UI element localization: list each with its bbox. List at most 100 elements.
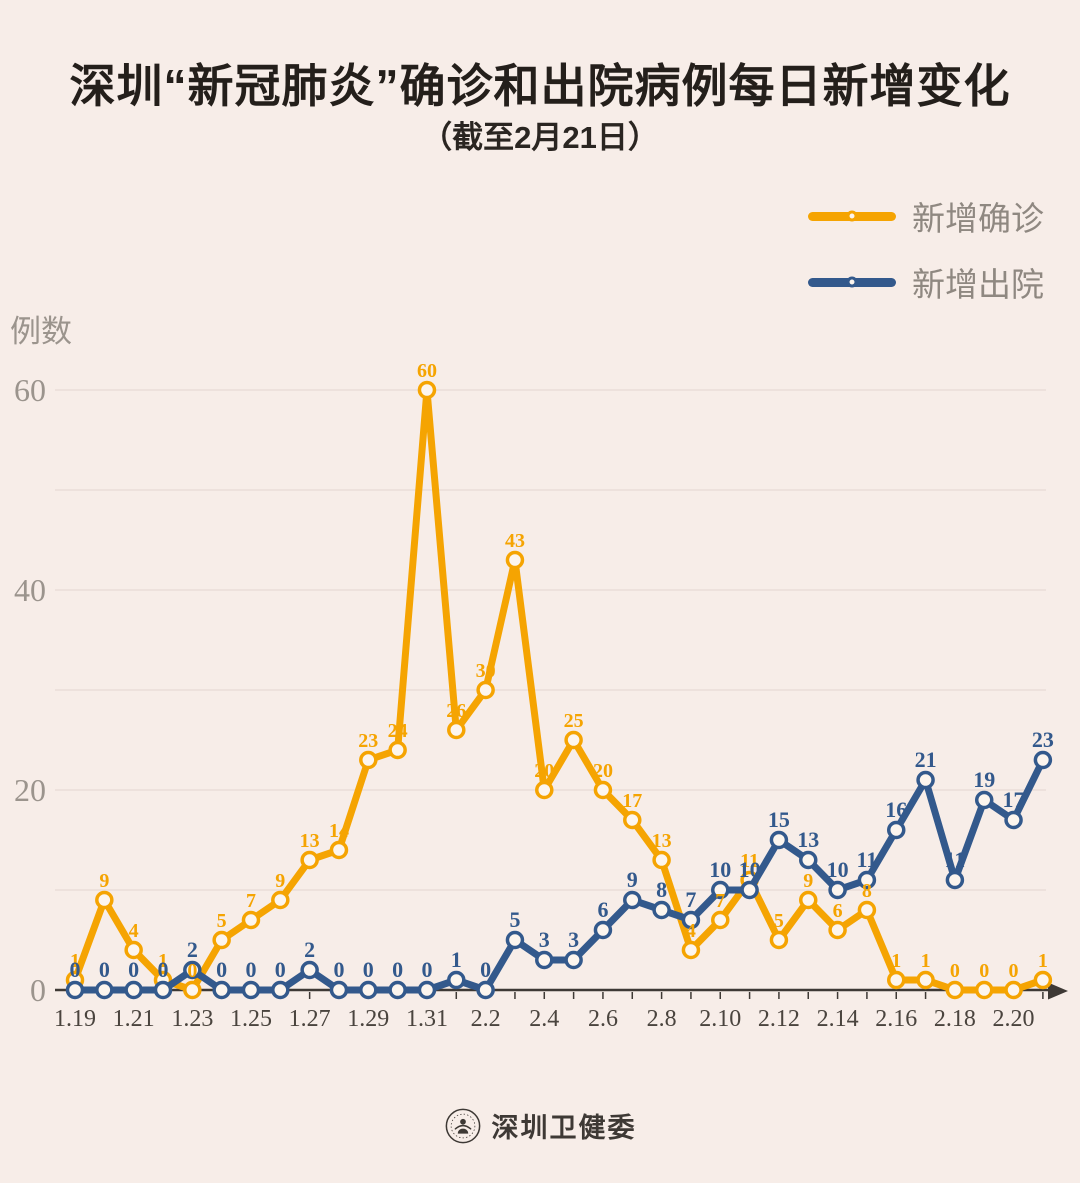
discharged-data-point (740, 880, 759, 900)
confirmed-data-point (505, 550, 525, 570)
confirmed-value-label: 30 (476, 660, 496, 682)
confirmed-value-label: 4 (129, 920, 139, 942)
confirmed-value-label: 6 (833, 900, 843, 922)
discharged-data-point (564, 950, 583, 970)
confirmed-value-label: 0 (979, 960, 989, 982)
discharged-data-point (505, 930, 525, 950)
discharged-value-label: 0 (128, 957, 139, 982)
confirmed-value-label: 17 (622, 790, 642, 812)
x-tick-label: 2.2 (471, 1006, 501, 1032)
confirmed-data-point (124, 940, 143, 960)
discharged-value-label: 3 (568, 927, 579, 952)
confirmed-value-label: 14 (329, 820, 349, 842)
discharged-data-point (183, 960, 202, 980)
confirmed-data-point (593, 780, 613, 800)
page-title: 深圳“新冠肺炎”确诊和出院病例每日新增变化 (69, 60, 1011, 112)
confirmed-value-label: 1 (70, 950, 80, 972)
discharged-data-point (652, 900, 671, 920)
discharged-value-label: 3 (539, 927, 550, 952)
footer-org-name: 深圳卫健委 (491, 1113, 637, 1143)
discharged-value-label: 8 (656, 877, 667, 902)
discharged-data-point (241, 980, 261, 1000)
x-tick-label: 2.16 (875, 1006, 917, 1032)
confirmed-data-point (476, 680, 495, 700)
x-tick-label: 1.29 (347, 1006, 389, 1032)
confirmed-value-label: 13 (652, 830, 672, 852)
confirmed-data-point (359, 750, 378, 770)
x-tick-label: 2.14 (817, 1006, 859, 1032)
legend-item-discharged: 新增出院 (808, 258, 1044, 306)
discharged-line-swatch-icon (808, 276, 896, 288)
discharged-value-label: 10 (827, 857, 849, 882)
discharged-data-point (447, 970, 466, 990)
discharged-value-label: 0 (245, 957, 256, 982)
legend-label-discharged: 新增出院 (912, 266, 1044, 303)
confirmed-data-point (974, 980, 994, 1000)
confirmed-data-point (769, 930, 789, 950)
y-tick-label: 0 (30, 972, 46, 1008)
page-subtitle: （截至2月21日） (421, 120, 659, 155)
discharged-data-point (945, 870, 965, 890)
discharged-value-label: 0 (363, 957, 374, 982)
confirmed-value-label: 7 (246, 890, 256, 912)
discharged-data-point (388, 980, 407, 1000)
discharged-dot-icon (846, 276, 858, 288)
confirmed-value-label: 7 (715, 890, 725, 912)
discharged-series-line (71, 756, 1047, 994)
confirmed-value-label: 1 (921, 950, 931, 972)
discharged-value-label: 5 (509, 907, 520, 932)
x-tick-label: 1.25 (230, 1006, 272, 1032)
discharged-data-point (300, 960, 319, 980)
legend-item-confirmed: 新增确诊 (808, 192, 1044, 240)
discharged-value-label: 6 (597, 897, 608, 922)
x-tick-label: 2.8 (647, 1006, 677, 1032)
confirmed-value-label: 24 (388, 720, 408, 742)
discharged-value-label: 0 (70, 957, 81, 982)
discharged-value-label: 11 (857, 847, 878, 872)
confirmed-value-label: 1 (1038, 950, 1048, 972)
confirmed-value-label: 9 (803, 870, 813, 892)
discharged-data-point (65, 980, 85, 1000)
confirmed-value-label: 23 (358, 730, 378, 752)
confirmed-data-point (799, 890, 818, 910)
discharged-data-point (1033, 750, 1053, 770)
discharged-value-label: 0 (157, 957, 168, 982)
confirmed-data-point (945, 980, 965, 1000)
discharged-data-point (476, 980, 495, 1000)
chart-legend: 新增确诊 新增出院 (808, 192, 1044, 306)
confirmed-value-label: 0 (187, 960, 197, 982)
confirmed-data-point (183, 980, 202, 1000)
discharged-value-label: 9 (627, 867, 638, 892)
x-tick-label: 2.10 (699, 1006, 741, 1032)
confirmed-data-point (886, 970, 906, 990)
discharged-value-label: 7 (685, 887, 696, 912)
discharged-data-point (769, 830, 789, 850)
confirmed-value-label: 1 (158, 950, 168, 972)
confirmed-dot-icon (846, 210, 858, 222)
confirmed-data-point (417, 380, 437, 400)
confirmed-value-label: 5 (217, 910, 227, 932)
confirmed-line-swatch-icon (808, 210, 896, 222)
discharged-data-point (828, 880, 847, 900)
confirmed-value-label: 9 (275, 870, 285, 892)
discharged-data-point (417, 980, 437, 1000)
confirmed-data-point (300, 850, 319, 870)
x-tick-label: 1.27 (289, 1006, 331, 1032)
discharged-value-label: 0 (275, 957, 286, 982)
confirmed-value-label: 9 (99, 870, 109, 892)
confirmed-data-point (711, 910, 730, 930)
discharged-value-label: 13 (797, 827, 819, 852)
confirmed-series-line (71, 386, 1047, 994)
footer: 深圳卫健委 (0, 1106, 1080, 1145)
confirmed-data-point (623, 810, 642, 830)
y-tick-label: 40 (14, 572, 46, 608)
discharged-data-point (916, 770, 935, 790)
discharged-value-label: 0 (392, 957, 403, 982)
x-tick-label: 2.12 (758, 1006, 800, 1032)
discharged-value-label: 0 (216, 957, 227, 982)
discharged-value-label: 2 (304, 937, 315, 962)
discharged-data-point (623, 890, 642, 910)
x-tick-label: 2.20 (993, 1006, 1035, 1032)
